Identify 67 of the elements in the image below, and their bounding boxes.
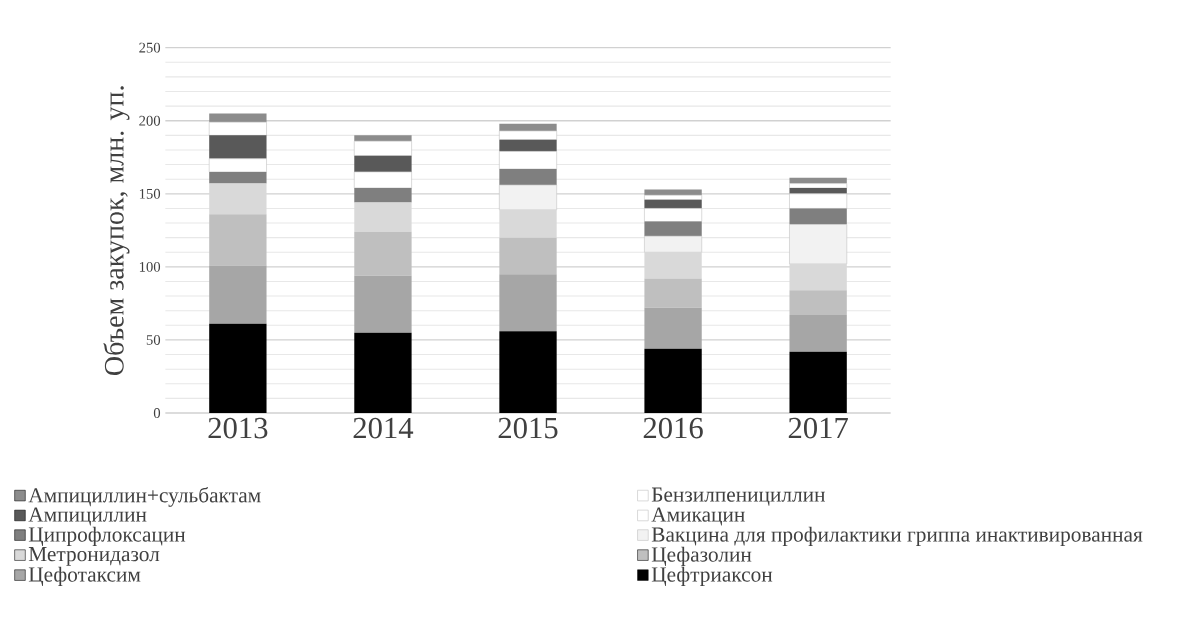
legend-label: Цефотаксим xyxy=(28,566,141,587)
x-tick-label: 2013 xyxy=(208,417,268,439)
y-tick-label: 50 xyxy=(146,334,161,345)
legend-label: Ципрофлоксацин xyxy=(28,526,186,547)
legend-label: Вакцина для профилактики гриппа инактивированная xyxy=(651,526,1143,547)
bar xyxy=(499,151,558,170)
bar xyxy=(208,158,267,173)
bar xyxy=(209,135,267,159)
bar xyxy=(354,332,412,413)
legend-label: Цефазолин xyxy=(651,546,752,567)
y-axis-title: Объем закупок, млн. уп. xyxy=(103,86,130,376)
bar xyxy=(644,194,703,200)
bar xyxy=(789,290,847,316)
bar xyxy=(209,323,267,413)
bar xyxy=(499,184,558,211)
y-tick-label: 200 xyxy=(139,115,161,126)
bar xyxy=(789,351,847,413)
bar xyxy=(499,130,558,141)
bar xyxy=(209,214,267,266)
bar xyxy=(644,235,703,253)
y-tick-label: 250 xyxy=(139,42,161,53)
bar xyxy=(499,168,557,186)
bar xyxy=(644,348,702,413)
bar xyxy=(499,331,557,413)
bar xyxy=(644,208,703,222)
bar xyxy=(789,263,847,291)
bar xyxy=(499,237,557,275)
bar xyxy=(209,113,267,123)
bar xyxy=(789,208,847,225)
bar xyxy=(353,140,412,157)
legend-label: Ампициллин+сульбактам xyxy=(28,486,261,507)
legend-label: Цефтриаксон xyxy=(651,566,773,587)
bar xyxy=(354,202,412,232)
bar xyxy=(354,155,412,172)
legend-label: Метронидазол xyxy=(28,547,160,566)
bar xyxy=(789,193,848,209)
x-tick-label: 2015 xyxy=(498,417,558,439)
x-tick-label: 2014 xyxy=(353,417,414,439)
bar xyxy=(644,307,702,349)
bar xyxy=(499,139,557,152)
bar xyxy=(789,183,848,189)
bar xyxy=(209,183,267,215)
legend-label: Амикацин xyxy=(651,507,745,526)
bar xyxy=(644,189,702,196)
bar xyxy=(644,199,702,209)
bar xyxy=(208,121,267,136)
x-tick-label: 2017 xyxy=(788,417,848,439)
bar xyxy=(644,252,702,279)
bar xyxy=(789,224,848,265)
y-tick-label: 150 xyxy=(139,188,161,199)
bar xyxy=(499,209,557,238)
legend-label: Ампициллин xyxy=(28,507,147,526)
bar xyxy=(209,265,267,324)
bar xyxy=(499,274,557,332)
bar xyxy=(209,171,267,184)
bar xyxy=(354,135,412,142)
bar xyxy=(354,275,412,333)
bar xyxy=(644,278,702,308)
bar xyxy=(789,315,847,352)
bar xyxy=(354,231,412,276)
y-tick-label: 0 xyxy=(153,408,161,418)
bar xyxy=(354,187,412,203)
bar xyxy=(644,221,702,237)
y-tick-label: 100 xyxy=(139,261,161,272)
legend-label: Бензилпенициллин xyxy=(651,487,825,506)
bar xyxy=(353,171,412,189)
x-tick-label: 2016 xyxy=(643,417,703,439)
